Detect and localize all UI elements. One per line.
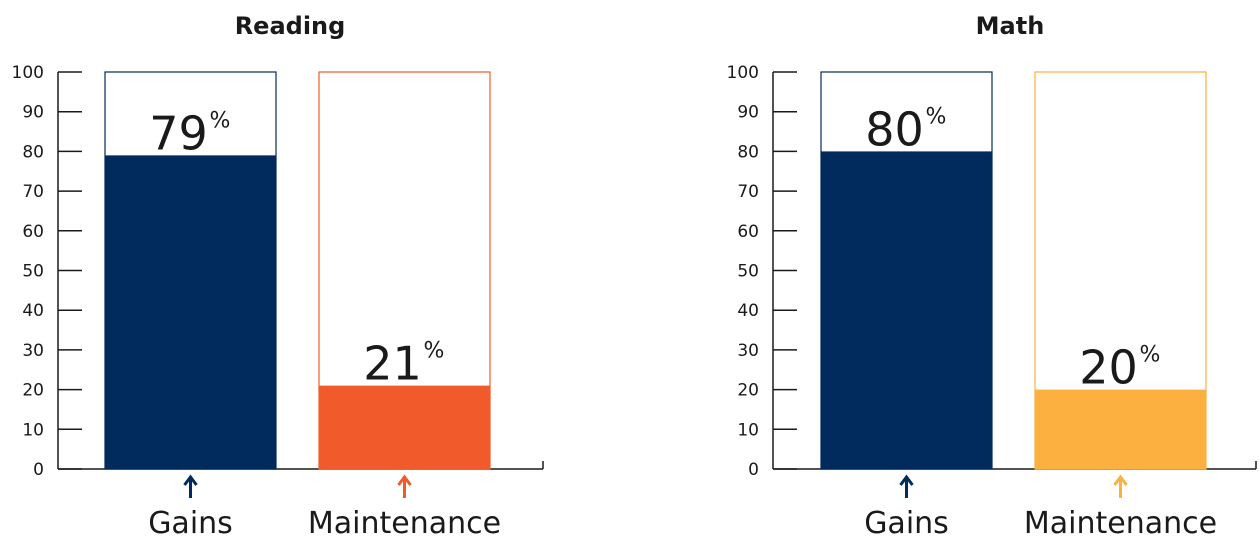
up-arrow-icon xyxy=(183,474,198,498)
y-tick-label: 90 xyxy=(22,103,44,123)
y-tick-label: 50 xyxy=(22,262,44,282)
percent-sign: % xyxy=(926,104,947,129)
category-label-gains: Gains xyxy=(864,506,949,541)
y-tick-label: 10 xyxy=(22,420,44,440)
y-tick-label: 70 xyxy=(22,182,44,202)
chart-title: Reading xyxy=(235,12,346,40)
y-tick-label: 30 xyxy=(737,341,759,361)
category-label-gains: Gains xyxy=(148,506,233,541)
bar-value-label: 21 xyxy=(363,337,422,391)
y-tick-label: 10 xyxy=(737,420,759,440)
y-tick-label: 40 xyxy=(22,301,44,321)
chart-math: Math 0 10 20 30 40 50 60 70 80 90 100 80 % Gains 20 % Mai… xyxy=(727,12,1257,541)
up-arrow-icon xyxy=(899,474,914,498)
y-tick-label: 70 xyxy=(737,182,759,202)
bar-maintenance xyxy=(1035,389,1206,469)
percent-sign: % xyxy=(210,108,231,133)
category-label-maintenance: Maintenance xyxy=(1024,506,1217,541)
up-arrow-icon xyxy=(1113,474,1128,498)
y-tick-label: 40 xyxy=(737,301,759,321)
bar-maintenance xyxy=(319,385,490,469)
percent-sign: % xyxy=(1140,343,1161,368)
y-tick-label: 100 xyxy=(12,63,44,83)
y-tick-label: 100 xyxy=(727,63,759,83)
bar-gains xyxy=(105,155,276,469)
percent-sign: % xyxy=(424,339,445,364)
y-tick-label: 20 xyxy=(22,381,44,401)
y-tick-label: 20 xyxy=(737,381,759,401)
y-tick-label: 60 xyxy=(737,222,759,242)
y-tick-label: 90 xyxy=(737,103,759,123)
up-arrow-icon xyxy=(397,474,412,498)
bar-gains xyxy=(821,151,992,469)
y-tick-label: 80 xyxy=(737,142,759,162)
chart-reading: Reading 0 10 20 30 40 50 60 70 80 90 100 79 % Gains 21%… xyxy=(12,12,544,541)
y-tick-label: 0 xyxy=(748,460,759,480)
category-label-maintenance: Maintenance xyxy=(308,506,501,541)
chart-title: Math xyxy=(976,12,1045,40)
y-tick-label: 30 xyxy=(22,341,44,361)
bar-value-label: 20 xyxy=(1079,341,1138,395)
y-tick-label: 50 xyxy=(737,262,759,282)
bar-value-label: 80 xyxy=(865,102,924,156)
y-tick-label: 0 xyxy=(33,460,44,480)
y-tick-label: 80 xyxy=(22,142,44,162)
bar-value-label: 79 xyxy=(149,106,208,160)
y-tick-label: 60 xyxy=(22,222,44,242)
